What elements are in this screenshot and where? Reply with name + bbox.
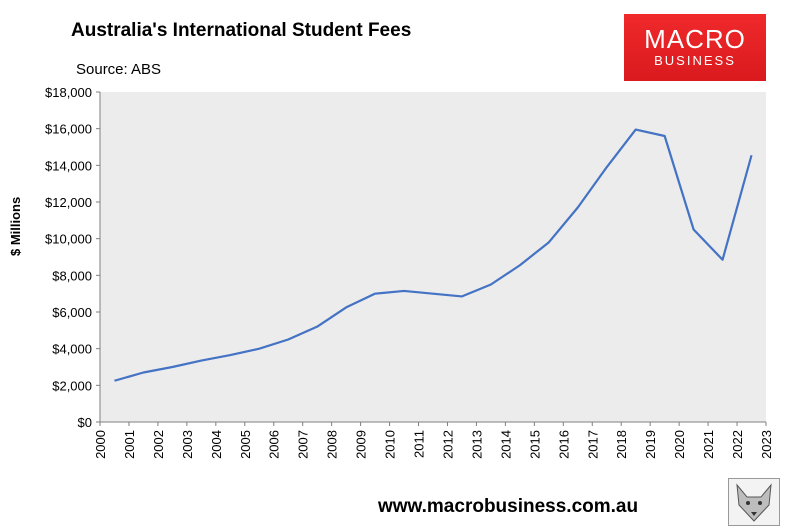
x-tick-label: 2002: [151, 430, 166, 459]
logo-line-2: BUSINESS: [654, 53, 736, 68]
x-tick-label: 2006: [267, 430, 282, 459]
x-tick-label: 2009: [354, 430, 369, 459]
x-tick-label: 2019: [643, 430, 658, 459]
x-tick-label: 2004: [209, 430, 224, 459]
y-tick-label: $10,000: [45, 232, 92, 247]
chart-title: Australia's International Student Fees: [71, 20, 412, 41]
source-label: Source: ABS: [76, 61, 162, 78]
x-tick-label: 2022: [730, 430, 745, 459]
y-tick-label: $14,000: [45, 158, 92, 173]
x-tick-label: 2023: [759, 430, 774, 459]
x-tick-label: 2007: [296, 430, 311, 459]
x-tick-label: 2005: [238, 430, 253, 459]
fox-mascot-icon: [728, 478, 780, 526]
y-tick-label: $12,000: [45, 195, 92, 210]
y-tick-label: $18,000: [45, 85, 92, 100]
x-tick-label: 2010: [383, 430, 398, 459]
x-tick-label: 2016: [556, 430, 571, 459]
plot-area: [100, 92, 766, 422]
y-tick-label: $4,000: [52, 342, 92, 357]
y-tick-label: $2,000: [52, 378, 92, 393]
y-tick-label: $16,000: [45, 122, 92, 137]
macrobusiness-logo[interactable]: MACRO BUSINESS: [624, 14, 766, 81]
x-tick-label: 2015: [527, 430, 542, 459]
x-tick-label: 2003: [180, 430, 195, 459]
y-tick-label: $0: [78, 415, 92, 430]
x-tick-label: 2013: [469, 430, 484, 459]
y-tick-label: $6,000: [52, 305, 92, 320]
x-tick-label: 2021: [701, 430, 716, 459]
logo-line-1: MACRO: [644, 24, 746, 54]
website-url[interactable]: www.macrobusiness.com.au: [378, 496, 639, 517]
x-tick-label: 2011: [412, 430, 427, 458]
y-tick-label: $8,000: [52, 268, 92, 283]
x-tick-label: 2020: [672, 430, 687, 459]
x-tick-label: 2017: [585, 430, 600, 459]
x-tick-label: 2018: [614, 430, 629, 459]
x-tick-label: 2014: [498, 430, 513, 459]
x-tick-label: 2012: [440, 430, 455, 459]
x-tick-label: 2001: [122, 430, 137, 459]
x-tick-label: 2000: [93, 430, 108, 459]
x-tick-label: 2008: [325, 430, 340, 459]
